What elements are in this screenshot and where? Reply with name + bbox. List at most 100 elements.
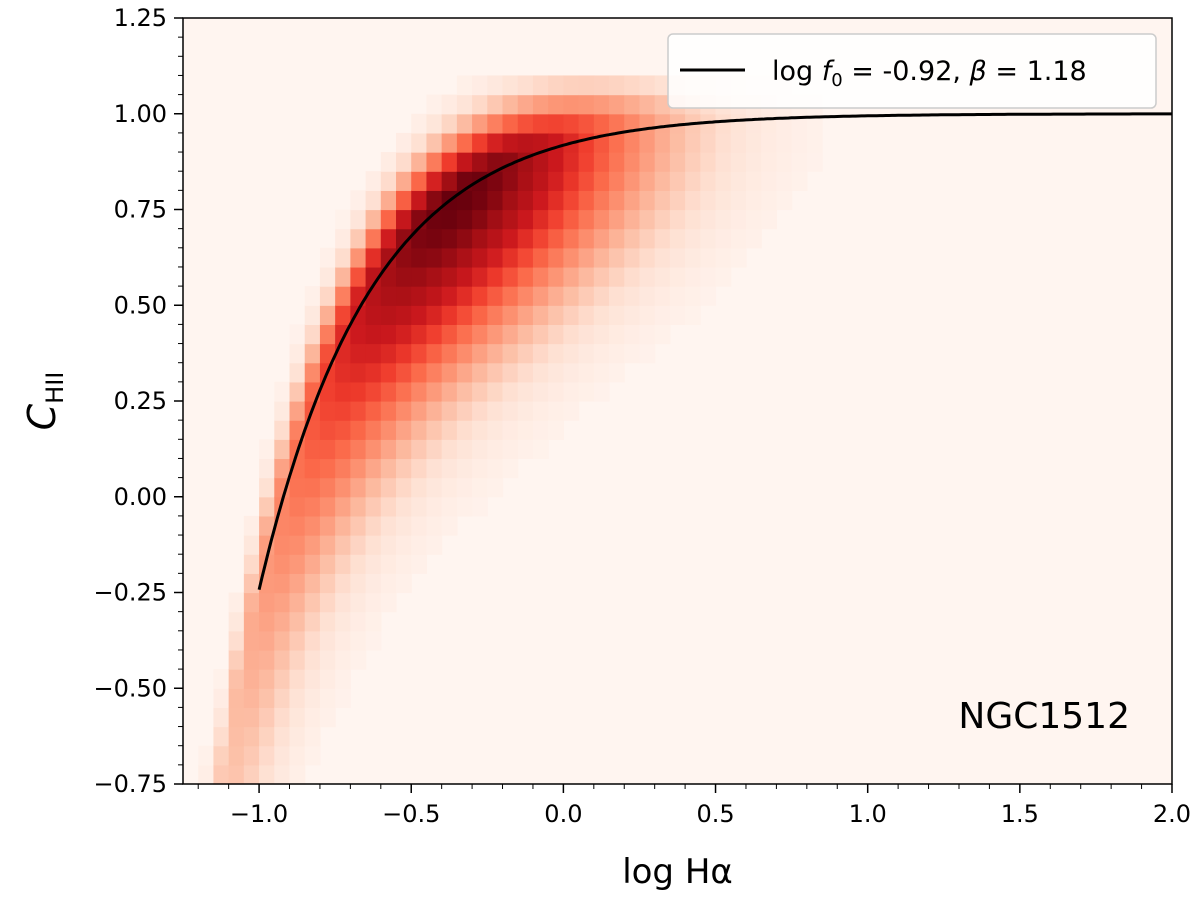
heatmap-cell bbox=[350, 439, 367, 460]
heatmap-cell bbox=[456, 152, 473, 172]
heatmap-cell bbox=[472, 190, 488, 211]
heatmap-cell bbox=[639, 152, 656, 172]
heatmap-cell bbox=[532, 113, 549, 134]
heatmap-cell bbox=[259, 688, 275, 708]
heatmap-cell bbox=[243, 515, 260, 536]
heatmap-cell bbox=[319, 324, 336, 345]
y-tick-label: −0.75 bbox=[93, 770, 167, 798]
heatmap-cell bbox=[472, 94, 488, 115]
heatmap-cell bbox=[426, 401, 443, 421]
y-tick-label: 0.25 bbox=[114, 387, 167, 415]
heatmap-cell bbox=[487, 343, 504, 364]
heatmap-cell bbox=[396, 573, 412, 594]
heatmap-cell bbox=[319, 573, 336, 594]
heatmap-cell bbox=[426, 305, 443, 325]
heatmap-cell bbox=[456, 420, 473, 440]
heatmap-cell bbox=[548, 343, 564, 364]
heatmap-cell bbox=[472, 401, 488, 421]
heatmap-cell bbox=[532, 190, 549, 211]
heatmap-cell bbox=[259, 764, 275, 785]
heatmap-cell bbox=[487, 132, 504, 153]
heatmap-cell bbox=[274, 688, 291, 708]
heatmap-cell bbox=[289, 649, 306, 670]
heatmap-cell bbox=[441, 515, 458, 536]
heatmap-cell bbox=[411, 439, 428, 460]
heatmap-cell bbox=[365, 247, 382, 268]
heatmap-cell bbox=[380, 573, 397, 594]
heatmap-cell bbox=[745, 190, 762, 211]
heatmap-cell bbox=[319, 496, 336, 517]
heatmap-cell bbox=[426, 94, 443, 115]
heatmap-cell bbox=[456, 381, 473, 402]
heatmap-cell bbox=[350, 190, 367, 211]
heatmap-cell bbox=[350, 343, 367, 364]
heatmap-cell bbox=[335, 362, 351, 383]
heatmap-cell bbox=[289, 669, 306, 689]
heatmap-cell bbox=[365, 496, 382, 517]
heatmap-cell bbox=[532, 228, 549, 249]
heatmap-cell bbox=[319, 669, 336, 689]
heatmap-cell bbox=[487, 305, 504, 325]
heatmap-cell bbox=[441, 152, 458, 172]
heatmap-cell bbox=[243, 707, 260, 728]
heatmap-cell bbox=[624, 113, 641, 134]
heatmap-cell bbox=[441, 420, 458, 440]
heatmap-cell bbox=[259, 669, 275, 689]
heatmap-cell bbox=[380, 458, 397, 479]
heatmap-cell bbox=[700, 247, 717, 268]
heatmap-cell bbox=[396, 458, 412, 479]
heatmap-cell bbox=[548, 171, 564, 191]
y-tick-label: −0.25 bbox=[93, 579, 167, 607]
heatmap-cell bbox=[365, 190, 382, 211]
heatmap-cell bbox=[761, 113, 777, 134]
heatmap-cell bbox=[472, 247, 488, 268]
heatmap-cell bbox=[517, 420, 534, 440]
x-tick-label: −0.5 bbox=[382, 800, 440, 828]
heatmap-cell bbox=[532, 324, 549, 345]
heatmap-cell bbox=[624, 209, 641, 230]
x-tick-label: 0.0 bbox=[544, 800, 582, 828]
heatmap-cell bbox=[563, 266, 580, 287]
heatmap-cell bbox=[228, 726, 245, 747]
heatmap-cell bbox=[502, 439, 519, 460]
heatmap-cell bbox=[304, 420, 321, 440]
x-axis: −1.0 −0.5 0.0 0.5 1.0 1.5 2.0 bbox=[197, 784, 1191, 828]
heatmap-cell bbox=[350, 362, 367, 383]
heatmap-cell bbox=[487, 458, 504, 479]
heatmap-cell bbox=[228, 688, 245, 708]
heatmap-cell bbox=[426, 535, 443, 555]
heatmap-cell bbox=[441, 132, 458, 153]
heatmap-cell bbox=[517, 75, 534, 96]
heatmap-cell bbox=[304, 515, 321, 536]
heatmap-cell bbox=[335, 458, 351, 479]
heatmap-cell bbox=[243, 726, 260, 747]
heatmap-cell bbox=[517, 190, 534, 211]
heatmap-cell bbox=[304, 305, 321, 325]
heatmap-cell bbox=[289, 592, 306, 613]
heatmap-cell bbox=[593, 113, 610, 134]
heatmap-cell bbox=[456, 247, 473, 268]
heatmap-cell bbox=[396, 362, 412, 383]
x-tick-label: 1.5 bbox=[1001, 800, 1039, 828]
heatmap-cell bbox=[396, 247, 412, 268]
heatmap-cell bbox=[669, 152, 686, 172]
heatmap-cell bbox=[578, 247, 595, 268]
heatmap-cell bbox=[274, 535, 291, 555]
heatmap-cell bbox=[380, 515, 397, 536]
heatmap-cell bbox=[304, 343, 321, 364]
heatmap-cell bbox=[578, 132, 595, 153]
heatmap-cell bbox=[350, 247, 367, 268]
heatmap-cell bbox=[259, 496, 275, 517]
heatmap-cell bbox=[517, 171, 534, 191]
heatmap-cell bbox=[593, 324, 610, 345]
heatmap-cell bbox=[289, 554, 306, 574]
heatmap-cell bbox=[304, 439, 321, 460]
heatmap-cell bbox=[517, 324, 534, 345]
x-tick-label: −1.0 bbox=[230, 800, 288, 828]
heatmap-cell bbox=[335, 649, 351, 670]
heatmap-cell bbox=[335, 515, 351, 536]
heatmap-cell bbox=[380, 420, 397, 440]
heatmap-cell bbox=[456, 496, 473, 517]
heatmap-cell bbox=[441, 94, 458, 115]
heatmap-cell bbox=[456, 477, 473, 498]
